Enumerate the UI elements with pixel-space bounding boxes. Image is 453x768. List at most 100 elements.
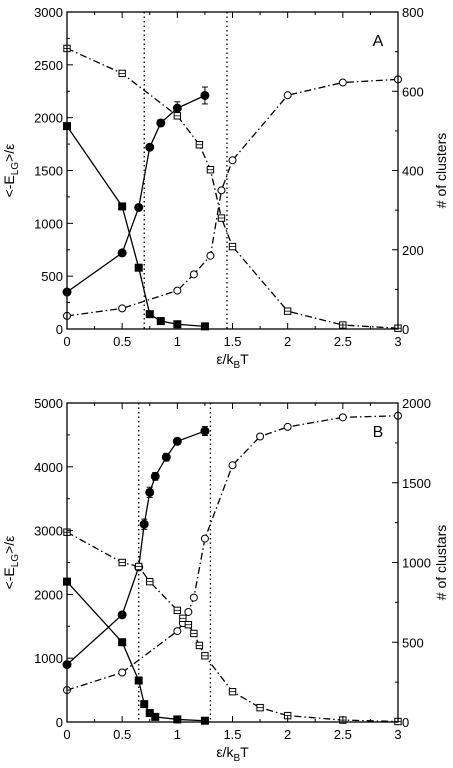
data-point	[118, 668, 127, 677]
y-left-tick-label: 2000	[34, 111, 63, 126]
y-left-axis-label-sub: LG	[10, 554, 21, 568]
series-line-3	[66, 47, 399, 329]
data-point	[151, 712, 160, 721]
data-point	[172, 436, 182, 446]
y-right-tick-label: 2000	[402, 396, 431, 411]
y-right-tick-label: 600	[402, 84, 424, 99]
data-point	[161, 452, 171, 462]
chart-panel-b: 0 0.5 1 1.5 2 2.5 3010002000300040005000050010…	[1, 396, 449, 764]
data-point	[134, 202, 144, 212]
x-tick-label: 0	[63, 334, 70, 349]
y-left-tick-label: 1000	[34, 216, 63, 231]
y-left-tick-label: 3000	[34, 524, 63, 539]
series-line-2	[66, 415, 399, 691]
y-left-tick-label: 3000	[34, 5, 63, 20]
y-right-tick-label: 800	[402, 5, 424, 20]
data-point	[118, 202, 127, 211]
x-tick-label: 1	[174, 727, 181, 742]
y-left-axis-label-pre: <-E	[1, 175, 17, 197]
data-point	[173, 627, 182, 636]
y-right-tick-label: 0	[402, 715, 409, 730]
data-point	[228, 156, 237, 165]
data-point	[140, 700, 149, 709]
x-tick-label: 1	[174, 334, 181, 349]
data-point	[200, 426, 210, 436]
x-tick-label: 2.5	[334, 727, 352, 742]
y-left-tick-label: 0	[56, 715, 63, 730]
y-right-tick-label: 0	[402, 322, 409, 337]
data-point	[139, 519, 149, 529]
y-left-axis-label-sub: LG	[10, 162, 21, 176]
data-point	[117, 610, 127, 620]
x-axis-label-tail: T	[240, 351, 249, 367]
data-point	[118, 638, 127, 647]
x-tick-label: 0.5	[113, 727, 131, 742]
panel-label: B	[373, 424, 384, 441]
x-axis-label-tail: T	[240, 744, 249, 760]
data-point	[172, 103, 182, 113]
y-left-tick-label: 2000	[34, 587, 63, 602]
x-tick-label: 2	[284, 727, 291, 742]
panel-label: A	[373, 33, 384, 50]
series-line-0	[66, 430, 206, 666]
y-left-tick-label: 2500	[34, 58, 63, 73]
data-point	[189, 270, 198, 279]
data-point	[156, 317, 165, 326]
plot-frame	[66, 402, 399, 723]
data-point	[256, 432, 265, 441]
data-point	[228, 461, 237, 470]
x-tick-label: 0.5	[113, 334, 131, 349]
data-point	[118, 304, 127, 313]
data-point	[117, 248, 127, 258]
data-point	[200, 90, 210, 100]
y-left-axis-label-pre: <-E	[1, 567, 17, 589]
data-point	[145, 310, 154, 319]
x-axis-label-main: ε/k	[216, 744, 234, 760]
x-tick-label: 2	[284, 334, 291, 349]
data-point	[184, 607, 193, 616]
data-point	[150, 471, 160, 481]
y-left-axis-label: <-ELG>/ε	[1, 536, 21, 590]
y-left-axis-label-post: >/ε	[1, 536, 17, 554]
data-point	[156, 118, 166, 128]
y-left-axis-label: <-ELG>/ε	[1, 144, 21, 198]
chart-panel-a: 0 0.5 1 1.5 2 2.5 3050010001500200025003000020…	[1, 5, 449, 371]
y-left-axis-label-post: >/ε	[1, 144, 17, 162]
data-point	[189, 593, 198, 602]
x-axis-label: ε/kBT	[216, 351, 249, 371]
data-point	[134, 676, 143, 685]
plot-frame	[66, 11, 399, 330]
y-right-axis-label: # of clusters	[433, 133, 449, 208]
x-axis-label: ε/kBT	[216, 744, 249, 764]
x-tick-label: 0	[63, 727, 70, 742]
y-left-tick-label: 1500	[34, 164, 63, 179]
y-left-tick-label: 5000	[34, 396, 63, 411]
x-axis-label-sub: B	[233, 360, 240, 371]
y-right-tick-label: 200	[402, 243, 424, 258]
y-right-tick-label: 500	[402, 635, 424, 650]
data-point	[283, 422, 292, 431]
y-left-tick-label: 4000	[34, 460, 63, 475]
x-axis-label-sub: B	[233, 753, 240, 764]
x-tick-label: 3	[394, 727, 401, 742]
data-point	[338, 413, 347, 422]
x-tick-label: 2.5	[334, 334, 352, 349]
data-point	[145, 487, 155, 497]
data-point	[134, 263, 143, 272]
data-point	[338, 78, 347, 87]
series-line-1	[66, 581, 205, 722]
x-tick-label: 3	[394, 334, 401, 349]
y-right-tick-label: 400	[402, 164, 424, 179]
series-line-2	[66, 78, 399, 317]
series-line-1	[66, 125, 205, 328]
data-point	[283, 91, 292, 100]
data-point	[145, 142, 155, 152]
y-right-axis-label: # of clustars	[433, 525, 449, 600]
x-tick-label: 1.5	[223, 334, 241, 349]
y-left-tick-label: 500	[41, 269, 63, 284]
data-point	[173, 286, 182, 295]
data-point	[217, 186, 226, 195]
y-left-tick-label: 1000	[34, 651, 63, 666]
data-point	[200, 534, 209, 543]
